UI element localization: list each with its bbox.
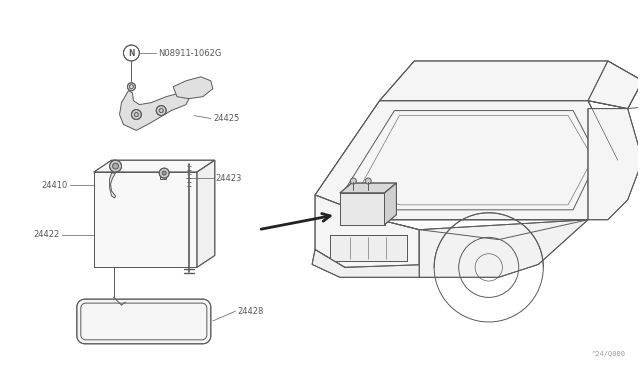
Polygon shape — [315, 195, 419, 267]
Polygon shape — [173, 77, 213, 99]
Circle shape — [127, 83, 136, 91]
Circle shape — [159, 168, 169, 178]
Circle shape — [350, 178, 356, 184]
Polygon shape — [385, 183, 396, 225]
Polygon shape — [160, 169, 166, 179]
Polygon shape — [93, 172, 197, 267]
Polygon shape — [330, 235, 407, 262]
Polygon shape — [312, 250, 429, 277]
Circle shape — [131, 110, 141, 119]
Polygon shape — [588, 61, 640, 109]
Text: ^24/Q000: ^24/Q000 — [592, 351, 626, 357]
Circle shape — [124, 45, 140, 61]
Polygon shape — [120, 91, 189, 131]
Polygon shape — [340, 183, 396, 193]
Text: N08911-1062G: N08911-1062G — [158, 48, 221, 58]
Polygon shape — [588, 109, 640, 220]
Circle shape — [156, 106, 166, 116]
Circle shape — [113, 163, 118, 169]
Polygon shape — [340, 193, 385, 225]
Polygon shape — [315, 101, 618, 220]
Text: 24423: 24423 — [216, 174, 242, 183]
Circle shape — [365, 178, 371, 184]
Circle shape — [162, 171, 166, 175]
Polygon shape — [109, 173, 116, 198]
Polygon shape — [93, 160, 215, 172]
Circle shape — [109, 160, 122, 172]
Polygon shape — [380, 61, 640, 109]
Polygon shape — [419, 220, 588, 277]
Text: N: N — [128, 48, 134, 58]
Polygon shape — [113, 162, 118, 170]
Text: 24425: 24425 — [214, 114, 240, 123]
Text: 24410: 24410 — [42, 180, 68, 189]
Polygon shape — [77, 299, 211, 344]
Polygon shape — [197, 160, 215, 267]
Text: 24428: 24428 — [237, 307, 264, 315]
Text: 24422: 24422 — [34, 230, 60, 239]
